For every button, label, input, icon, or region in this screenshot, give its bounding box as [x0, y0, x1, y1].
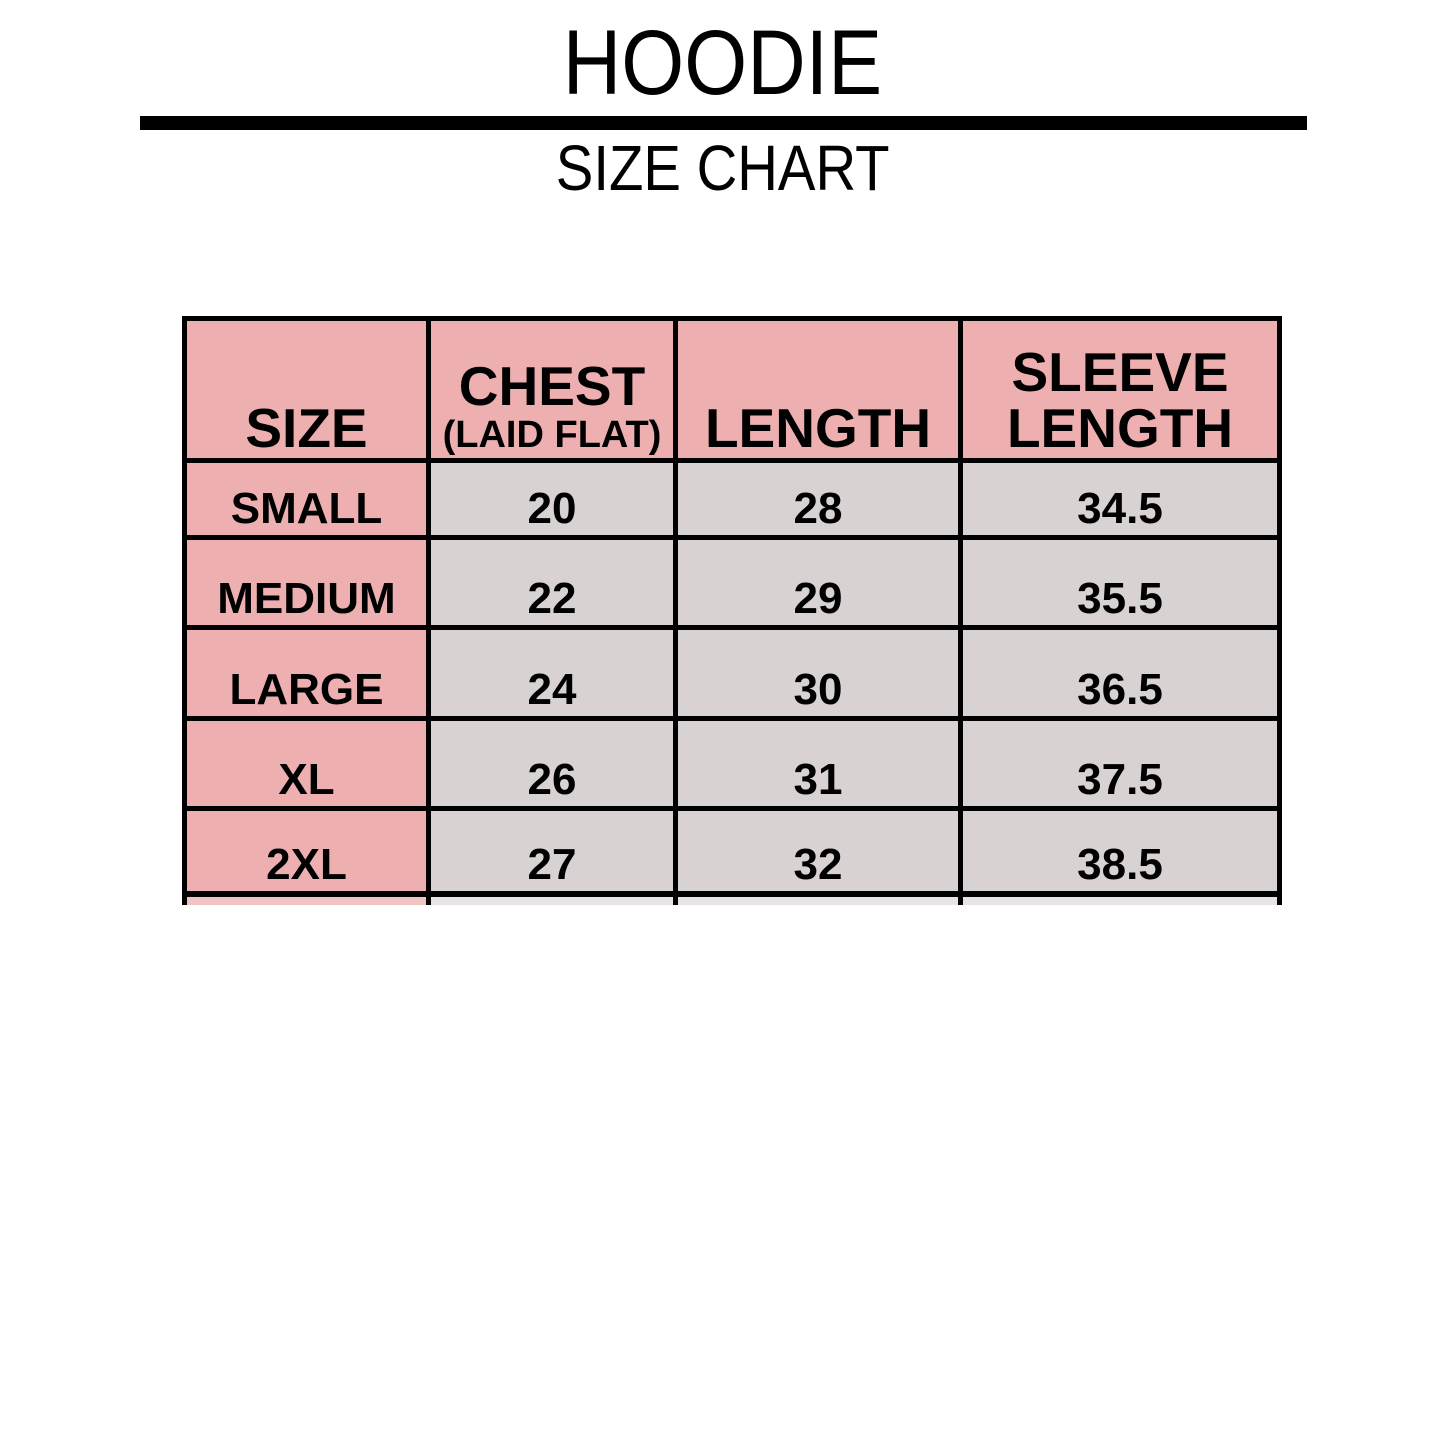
cell-sleeve-length: 37.5: [963, 721, 1277, 811]
cropped-cell: [963, 897, 1277, 905]
cell-length: 28: [678, 463, 963, 540]
page-title-text: HOODIE: [562, 12, 883, 114]
header-size-label: SIZE: [245, 397, 368, 459]
header-cell-length: LENGTH: [678, 321, 963, 463]
header-sleeve-label-line1: SLEEVE: [1011, 341, 1229, 403]
size-chart-table: SIZE CHEST (LAID FLAT) LENGTH SLEEVE LEN…: [182, 316, 1282, 905]
cell-chest: 27: [431, 811, 678, 897]
header-sleeve-label-line2: LENGTH: [1006, 397, 1234, 459]
cropped-cell: [431, 897, 678, 905]
header-chest-sublabel: (LAID FLAT): [442, 414, 662, 456]
page-subtitle-text: SIZE CHART: [555, 132, 890, 204]
cell-sleeve-length: 35.5: [963, 540, 1277, 630]
cell-length: 31: [678, 721, 963, 811]
cell-length: 32: [678, 811, 963, 897]
cell-size: XL: [187, 721, 431, 811]
header-length-label: LENGTH: [704, 397, 932, 459]
cell-chest: 20: [431, 463, 678, 540]
cell-chest: 22: [431, 540, 678, 630]
header-cell-chest: CHEST (LAID FLAT): [431, 321, 678, 463]
cell-length: 29: [678, 540, 963, 630]
title-divider-line: [140, 116, 1307, 130]
header-chest-label: CHEST: [458, 355, 646, 417]
cell-length: 30: [678, 630, 963, 721]
page-title: HOODIE: [0, 17, 1445, 109]
cell-chest: 24: [431, 630, 678, 721]
cell-size: MEDIUM: [187, 540, 431, 630]
cell-size: 2XL: [187, 811, 431, 897]
cropped-cell: [678, 897, 963, 905]
cropped-cell: [187, 897, 431, 905]
cell-sleeve-length: 36.5: [963, 630, 1277, 721]
header-cell-size: SIZE: [187, 321, 431, 463]
page-subtitle: SIZE CHART: [0, 136, 1445, 200]
cell-sleeve-length: 34.5: [963, 463, 1277, 540]
cell-size: SMALL: [187, 463, 431, 540]
cell-size: LARGE: [187, 630, 431, 721]
header-cell-sleeve-length: SLEEVE LENGTH: [963, 321, 1277, 463]
cell-sleeve-length: 38.5: [963, 811, 1277, 897]
cell-chest: 26: [431, 721, 678, 811]
